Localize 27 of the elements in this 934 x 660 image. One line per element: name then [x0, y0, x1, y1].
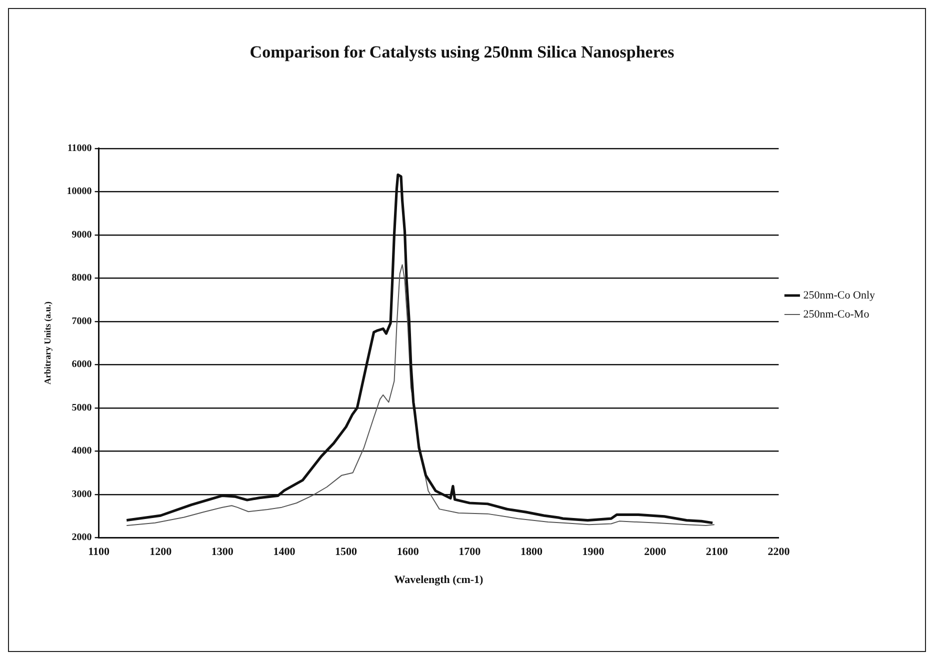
legend-label: 250nm-Co Only	[803, 289, 876, 302]
y-tick-label: 9000	[72, 229, 92, 240]
y-axis-title: Arbitrary Units (a.u.)	[42, 302, 53, 384]
x-tick-label: 2200	[768, 546, 790, 558]
x-tick-label: 1800	[520, 546, 543, 558]
y-tick-label: 2000	[72, 532, 92, 544]
legend-label: 250nm-Co-Mo	[803, 308, 870, 320]
x-tick-label: 1200	[150, 546, 172, 558]
y-tick-label: 3000	[72, 488, 92, 500]
y-tick-label: 6000	[72, 359, 92, 370]
x-tick-label: 1900	[582, 546, 605, 558]
x-tick-label: 1700	[458, 546, 482, 558]
y-tick-label: 8000	[72, 272, 92, 284]
x-tick-label: 1100	[88, 546, 110, 558]
x-axis-title: Wavelength (cm-1)	[394, 574, 484, 586]
x-tick-label: 1600	[396, 546, 420, 558]
x-tick-label: 2100	[706, 546, 728, 558]
y-tick-label: 10000	[66, 186, 92, 198]
y-tick-label: 4000	[72, 446, 92, 457]
y-tick-label: 7000	[72, 316, 92, 327]
x-tick-label: 1500	[335, 546, 358, 558]
chart-title: Comparison for Catalysts using 250nm Silica Nanospheres	[250, 42, 675, 62]
x-tick-label: 1300	[211, 546, 234, 558]
x-tick-label: 1400	[273, 546, 296, 558]
y-tick-label: 11000	[67, 142, 92, 154]
y-tick-label: 5000	[72, 402, 92, 414]
x-tick-label: 2000	[644, 546, 667, 558]
